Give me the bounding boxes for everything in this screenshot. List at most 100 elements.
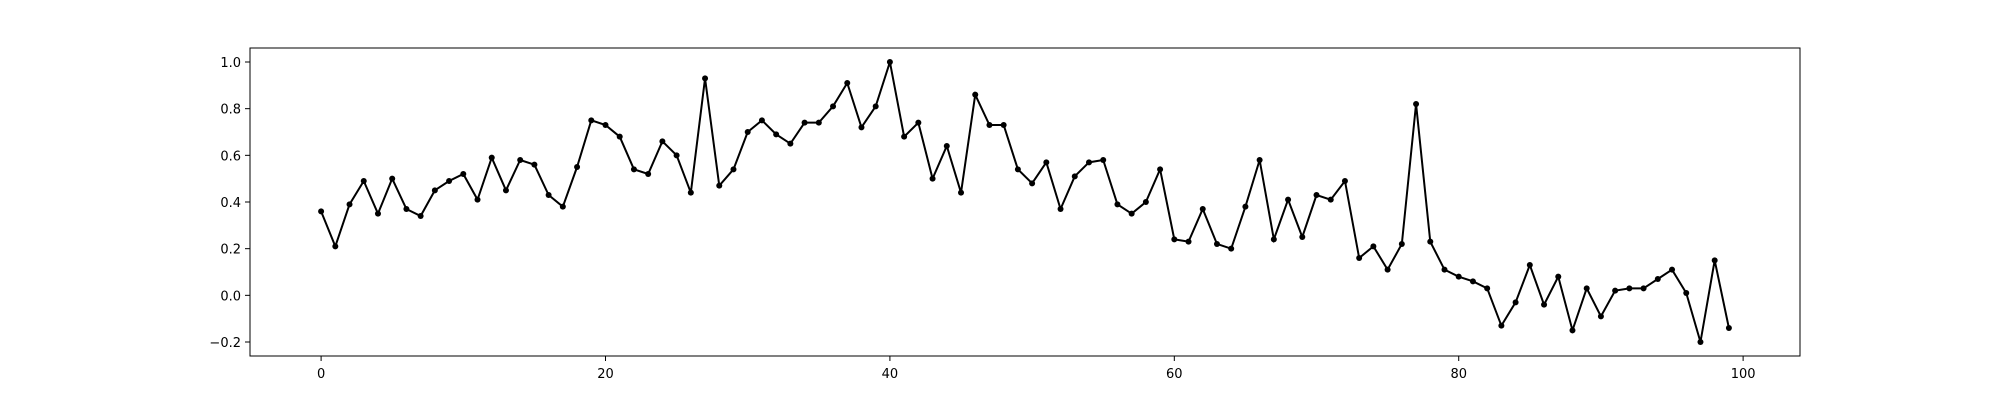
data-point (1356, 255, 1363, 261)
data-point (318, 208, 325, 215)
x-tick-label: 80 (1450, 367, 1467, 382)
y-tick-label: 0.0 (220, 289, 241, 304)
data-point (1014, 166, 1021, 173)
data-point (502, 187, 509, 194)
data-point (389, 175, 396, 182)
data-point (374, 210, 381, 217)
data-point (1398, 241, 1405, 247)
data-point (1512, 299, 1519, 306)
data-point (332, 243, 339, 250)
data-point (474, 196, 481, 203)
data-point (687, 189, 694, 196)
data-point (1384, 266, 1391, 273)
data-point (872, 103, 879, 110)
data-point (659, 138, 666, 145)
x-tick-label: 20 (597, 367, 614, 382)
y-axis: −0.2 0.0 0.2 0.4 0.6 0.8 1.0 (209, 56, 250, 351)
data-point (1341, 178, 1348, 184)
data-point (1597, 313, 1604, 320)
data-point (545, 192, 552, 198)
data-point (830, 103, 837, 110)
data-point (1299, 234, 1306, 240)
data-point (1711, 257, 1718, 264)
data-point (915, 119, 922, 126)
data-point (1612, 287, 1619, 294)
data-point (1640, 285, 1647, 292)
data-point (1555, 273, 1562, 280)
data-point (815, 119, 822, 126)
data-point (1142, 199, 1149, 205)
data-point (1654, 276, 1661, 282)
data-point (1000, 122, 1007, 128)
x-axis: 0 20 40 60 80 100 (317, 356, 1756, 382)
data-point (1683, 290, 1690, 296)
data-point (446, 178, 453, 184)
data-point (858, 124, 865, 131)
data-point (986, 122, 993, 128)
data-point (1427, 238, 1434, 245)
data-point (1270, 236, 1277, 243)
y-tick-label: −0.2 (209, 336, 241, 351)
data-point (1185, 238, 1192, 245)
data-point (1242, 203, 1249, 210)
data-point (574, 164, 581, 170)
data-point (1441, 266, 1448, 273)
data-point (1313, 192, 1320, 198)
data-point (1128, 210, 1135, 217)
x-tick-label: 40 (882, 367, 899, 382)
data-point (702, 75, 709, 82)
data-point (616, 133, 623, 140)
x-tick-label: 100 (1731, 367, 1756, 382)
data-point (1228, 245, 1235, 252)
data-point (1484, 285, 1491, 292)
data-point (1085, 159, 1092, 166)
data-point (716, 182, 723, 189)
data-point (958, 189, 965, 196)
data-point (403, 206, 410, 212)
x-tick-label: 60 (1166, 367, 1183, 382)
data-point (431, 187, 438, 194)
data-point (943, 143, 950, 149)
data-point (1213, 241, 1220, 247)
data-point (1057, 206, 1064, 212)
data-point (1725, 325, 1732, 331)
data-point (1583, 285, 1590, 292)
data-point (645, 171, 652, 177)
y-tick-label: 0.6 (220, 149, 241, 164)
data-point (1498, 322, 1505, 329)
data-point (1256, 157, 1263, 163)
data-point (773, 131, 780, 138)
data-point (1541, 301, 1548, 308)
y-tick-label: 0.4 (220, 196, 241, 211)
data-point (602, 122, 609, 128)
data-point (1370, 243, 1377, 250)
data-point (1526, 262, 1533, 268)
data-point (972, 91, 979, 98)
data-point (517, 157, 524, 163)
data-point (801, 119, 808, 126)
data-point (844, 80, 851, 86)
data-point (588, 117, 595, 124)
data-point (417, 213, 424, 219)
data-point (1455, 273, 1462, 280)
data-point (1199, 206, 1206, 212)
data-point (1100, 157, 1107, 163)
data-point (559, 203, 566, 210)
data-point (1569, 327, 1576, 334)
data-point (1697, 339, 1704, 345)
data-point (758, 117, 765, 124)
plot-area (318, 59, 1732, 345)
data-point (886, 59, 893, 65)
data-point (673, 152, 680, 159)
series-line (320, 61, 1730, 343)
data-point (1029, 180, 1036, 187)
data-point (630, 166, 637, 173)
data-point (1171, 236, 1178, 243)
data-point (1043, 159, 1050, 166)
axes-frame (249, 47, 1801, 357)
data-point (360, 178, 367, 184)
y-tick-label: 1.0 (220, 56, 241, 71)
data-point (1327, 196, 1334, 203)
data-point (730, 166, 737, 173)
